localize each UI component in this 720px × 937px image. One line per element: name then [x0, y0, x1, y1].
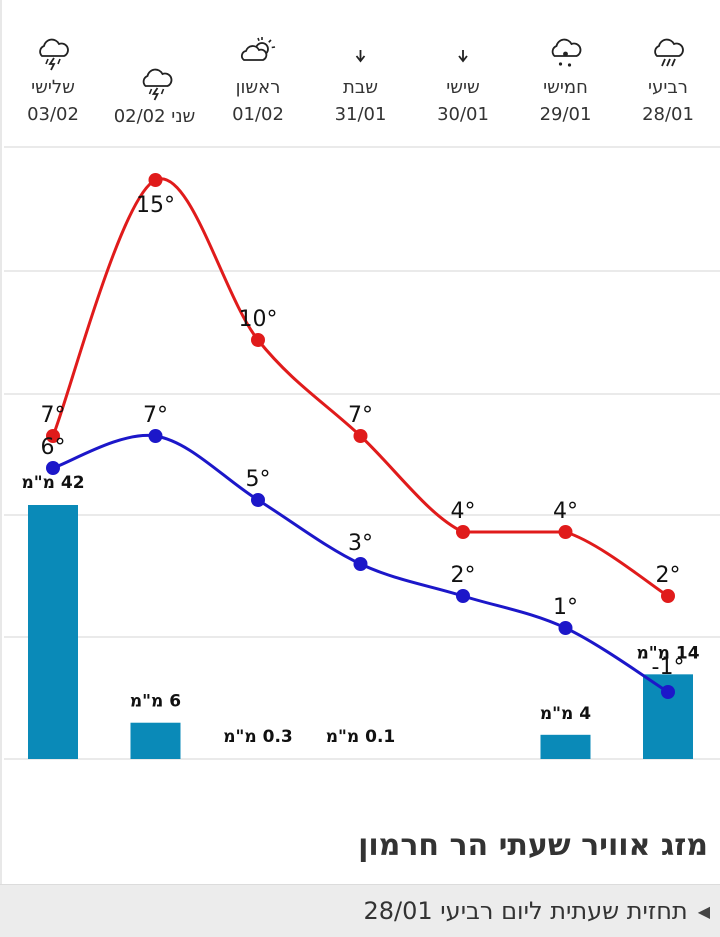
precip-label: 6 מ"מ	[130, 692, 181, 712]
low-temp-label: 3°	[348, 531, 373, 556]
high-temp-label: 7°	[348, 403, 373, 428]
temp-points	[46, 173, 675, 699]
low-temp-label: -1°	[652, 655, 685, 680]
low-temp-label: 6°	[41, 435, 66, 460]
high-temp-label: 7°	[41, 403, 66, 428]
high-temp-point	[353, 429, 368, 443]
hourly-forecast-label: תחזית שעתית ליום רביעי 28/01	[363, 897, 688, 925]
high-temp-label: 4°	[451, 499, 476, 524]
high-temp-point	[148, 173, 163, 187]
low-temp-point	[456, 589, 470, 603]
high-temp-point	[661, 589, 675, 603]
drizzle-cloud-icon	[551, 38, 582, 67]
day-name: ראשון	[236, 77, 281, 98]
day-headers: רביעי 28/01 חמישי 29/01 שישי 30/01 שבת 31/01 ראש…	[27, 37, 694, 127]
high-temp-label: 4°	[553, 499, 578, 524]
high-temp-point	[46, 429, 60, 443]
day-date: 30/01	[437, 104, 489, 125]
low-temp-point	[353, 557, 368, 571]
day-name: שני 02/02	[114, 106, 196, 127]
section-title: מזג אוויר שעתי הר חרמון	[358, 828, 708, 863]
arrow-left-icon: ◀	[697, 901, 710, 921]
weather-chart: רביעי 28/01 חמישי 29/01 שישי 30/01 שבת 31/01 ראש…	[4, 37, 720, 760]
day-name: שישי	[446, 77, 480, 98]
precip-bars	[28, 505, 693, 759]
day-date: 29/01	[540, 104, 592, 125]
precip-label: 0.1 מ"מ	[326, 727, 396, 747]
high-temp-label: 2°	[656, 563, 681, 588]
partly-cloudy-sun-icon	[241, 37, 276, 61]
day-date: 28/01	[642, 104, 694, 125]
low-temp-label: 7°	[143, 403, 168, 428]
arrow-down-icon	[355, 50, 366, 63]
low-temp-label: 1°	[553, 595, 578, 620]
thunderstorm-icon	[142, 68, 173, 101]
high-temp-point	[456, 525, 470, 539]
day-date: 03/02	[27, 104, 79, 125]
day-date: 31/01	[335, 104, 387, 125]
high-temp-point	[251, 333, 265, 347]
low-temp-point	[46, 461, 60, 475]
high-temp-label: 10°	[239, 307, 278, 332]
day-name: רביעי	[648, 77, 688, 98]
left-edge-border	[0, 0, 2, 937]
low-temp-point	[251, 493, 265, 507]
low-temp-label: 5°	[246, 467, 271, 492]
day-name: חמישי	[543, 77, 588, 98]
precip-label: 14 מ"מ	[636, 643, 699, 663]
precip-label: 42 מ"מ	[21, 473, 84, 493]
precip-label: 0.3 מ"מ	[223, 727, 293, 747]
low-temp-point	[148, 429, 163, 443]
thunderstorm-icon	[39, 38, 69, 71]
precip-bar	[28, 505, 78, 759]
low-temp-label: 2°	[451, 563, 476, 588]
low-temp-point	[661, 685, 675, 699]
grid-lines	[4, 146, 720, 760]
high-temp-label: 15°	[136, 193, 175, 218]
precip-bar	[540, 734, 591, 759]
arrow-down-icon	[458, 50, 468, 63]
precip-bar	[130, 722, 181, 759]
hourly-forecast-link[interactable]: ◀ תחזית שעתית ליום רביעי 28/01	[0, 884, 720, 937]
low-temp-point	[558, 621, 573, 635]
chart-labels: 2° -1° 4° 1° 4° 2° 7° 3° 10° 5° 15° 7° 7° 6° 14 מ"מ 4 מ…	[21, 193, 699, 747]
rain-icon	[654, 38, 684, 67]
day-date: 01/02	[232, 104, 284, 125]
day-name: שבת	[343, 77, 378, 98]
precip-label: 4 מ"מ	[540, 704, 591, 724]
high-temp-point	[558, 525, 573, 539]
day-name: שלישי	[31, 77, 75, 98]
